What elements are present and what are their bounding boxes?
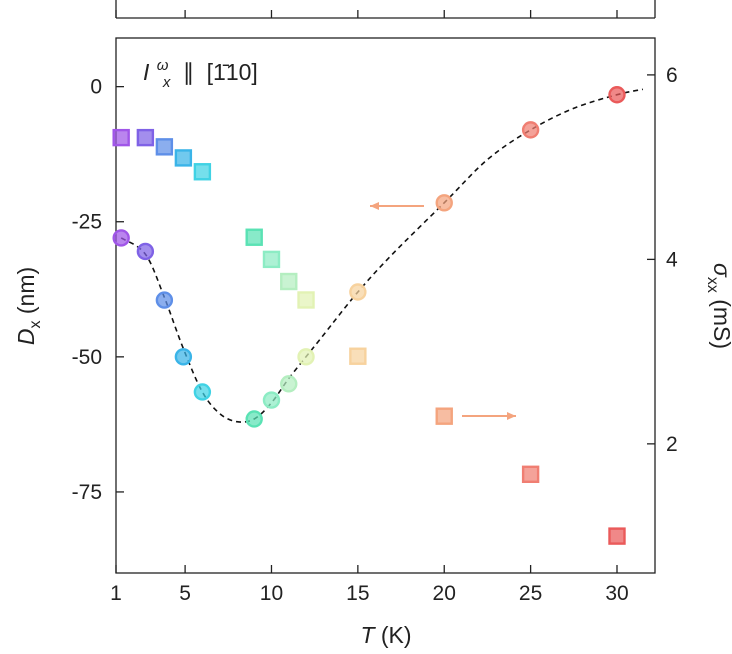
displacement-point-7 [280,375,298,393]
annotation-direction: [1̄10] [207,59,258,85]
conductivity-point-3 [174,149,193,167]
left-y-axis-ticks: 0 -25 -50 -75 [72,76,124,504]
left-y-tick-label-3: -75 [72,481,102,504]
displacement-point-9 [349,283,367,301]
x-tick-label-4: 20 [433,582,456,605]
x-axis-label-unit: (K) [375,622,412,648]
conductivity-point-12 [608,527,626,545]
conductivity-point-11 [521,465,540,484]
annotation-subscript: x [162,74,171,91]
conductivity-point-4 [193,163,212,181]
right-y-tick-label-1: 4 [666,248,678,271]
x-axis-label-var: T [360,622,376,648]
conductivity-point-10 [435,407,453,425]
left-y-tick-label-1: -25 [72,211,102,234]
annotation-symbol: I [143,59,150,85]
right-y-label-var: σ [709,263,732,278]
x-tick-label-0: 1 [110,582,122,605]
displacement-point-5 [245,410,263,428]
conductivity-point-2 [155,138,174,156]
displacement-point-4 [193,383,212,401]
current-direction-annotation: I ω x ∥ [1̄10] [143,49,258,92]
conductivity-point-7 [280,272,298,291]
right-y-tick-label-0: 2 [666,433,678,456]
x-axis-ticks: 1 5 10 15 20 25 30 [110,565,629,605]
left-y-axis-label: Dx (nm) [13,267,44,345]
right-y-axis-ticks: 2 4 6 [647,64,678,456]
x-tick-label-5: 25 [519,582,542,605]
conductivity-point-0 [112,128,130,147]
fit-curve [120,88,644,423]
right-y-axis-label: σxx (mS) [704,263,732,349]
x-tick-label-3: 15 [346,582,369,605]
displacement-series [112,86,626,428]
conductivity-point-5 [245,228,263,246]
right-y-label-sub: xx [704,277,721,293]
conductivity-point-1 [136,128,155,147]
left-y-tick-label-2: -50 [72,346,102,369]
conductivity-point-8 [297,291,315,309]
left-y-label-sub: x [27,321,44,329]
left-y-label-var: D [13,329,39,346]
plot-frame [115,37,656,574]
displacement-point-6 [262,391,281,409]
x-axis-label: T (K) [360,622,411,648]
displacement-point-3 [174,348,193,366]
left-y-label-unit: (nm) [13,267,39,321]
displacement-point-11 [521,121,540,139]
x-tick-label-1: 5 [179,582,191,605]
x-tick-label-2: 10 [260,582,283,605]
displacement-point-2 [155,291,174,309]
conductivity-series [112,128,626,545]
annotation-superscript: ω [157,57,169,74]
displacement-point-1 [136,242,155,261]
right-y-label-unit: (mS) [709,293,732,349]
displacement-point-0 [112,229,130,247]
top-panel-ticks [115,10,618,18]
displacement-point-12 [608,86,626,104]
left-y-tick-label-0: 0 [90,76,102,99]
top-panel-fragment [115,0,656,19]
displacement-point-8 [297,348,315,366]
annotation-parallel: ∥ [183,59,195,85]
right-y-tick-label-2: 6 [666,64,678,87]
x-tick-label-6: 30 [605,582,628,605]
conductivity-point-6 [262,250,281,269]
displacement-point-10 [435,194,453,212]
conductivity-point-9 [349,347,367,365]
